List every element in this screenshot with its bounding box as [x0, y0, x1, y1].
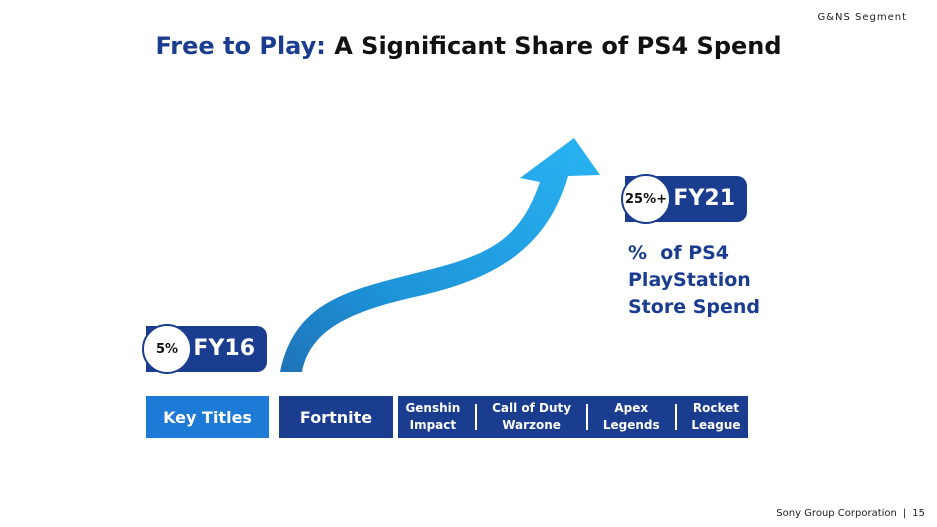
page-title: Free to Play: A Significant Share of PS4… [0, 32, 937, 60]
metric-line-2: PlayStation [628, 269, 751, 291]
game-call-of-duty-warzone: Call of Duty Warzone [492, 400, 571, 434]
title-highlight: Free to Play: [155, 32, 326, 60]
game-line: Genshin [405, 401, 461, 415]
segment-label: G&NS Segment [817, 12, 907, 23]
divider [674, 404, 677, 430]
game-line: Legends [602, 418, 660, 432]
fy21-label: FY21 [673, 186, 735, 211]
game-line: Apex [614, 401, 649, 415]
fy16-label: FY16 [193, 336, 255, 361]
game-genshin-impact: Genshin Impact [405, 400, 460, 434]
fortnite-title: Fortnite [279, 396, 393, 438]
game-line: League [691, 418, 741, 432]
divider [585, 404, 588, 430]
footer-separator: | [902, 508, 907, 519]
metric-line-1: % of PS4 [628, 242, 730, 264]
footer: Sony Group Corporation | 15 [776, 508, 925, 519]
game-line: Impact [409, 418, 457, 432]
game-line: Call of Duty [492, 401, 572, 415]
metric-line-3: Store Spend [628, 296, 760, 318]
fy21-percent: 25%+ [621, 174, 671, 224]
game-line: Rocket [692, 401, 740, 415]
divider [475, 404, 478, 430]
growth-arrow-shape [280, 138, 600, 372]
metric-description: % of PS4 PlayStation Store Spend [628, 240, 760, 321]
game-apex-legends: Apex Legends [603, 400, 660, 434]
fy16-percent: 5% [142, 324, 192, 374]
fy21-badge: 25%+ FY21 [621, 174, 747, 224]
title-rest: A Significant Share of PS4 Spend [325, 32, 782, 60]
game-line: Warzone [502, 418, 561, 432]
game-rocket-league: Rocket League [691, 400, 740, 434]
fy16-badge: 5% FY16 [142, 324, 267, 374]
key-titles-label: Key Titles [146, 396, 269, 438]
other-titles: Genshin Impact Call of Duty Warzone Apex… [398, 396, 748, 438]
footer-company: Sony Group Corporation [776, 508, 897, 519]
page-number: 15 [912, 508, 925, 519]
